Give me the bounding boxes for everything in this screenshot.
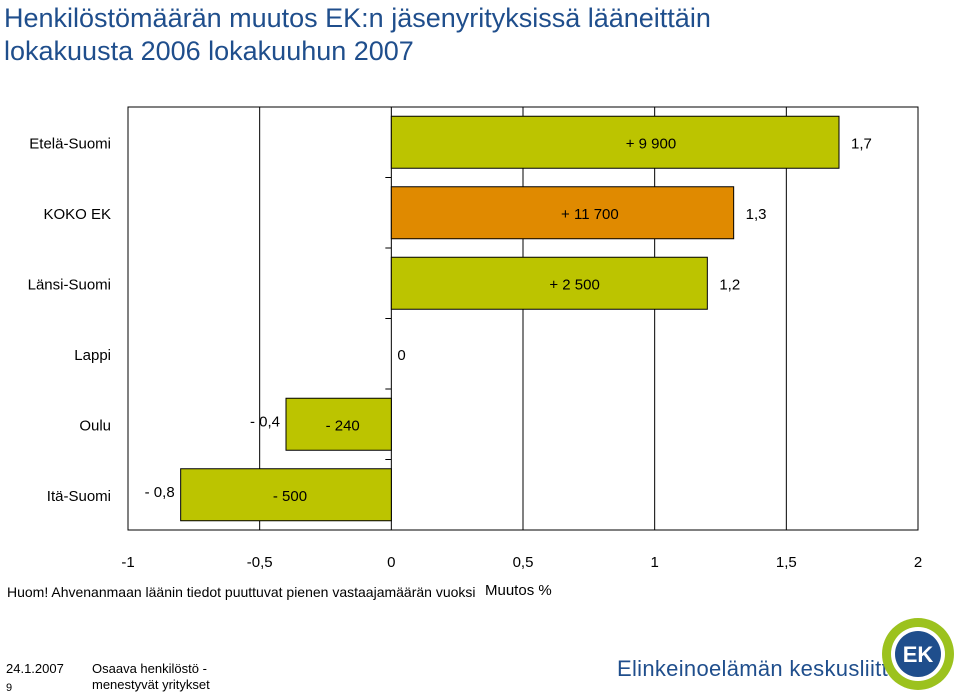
value-label: - 0,4	[250, 413, 280, 430]
category-label: Etelä-Suomi	[29, 135, 111, 152]
x-tick-label: 2	[914, 554, 922, 571]
bar	[285, 397, 392, 451]
category-label: Lappi	[74, 347, 111, 364]
change-label: + 2 500	[549, 276, 599, 293]
footer-date: 24.1.2007	[6, 661, 64, 676]
change-label: + 11 700	[561, 206, 619, 223]
bar	[390, 256, 708, 310]
value-label: 1,7	[851, 135, 872, 152]
logo-disc	[895, 631, 941, 677]
value-label: 0	[397, 347, 405, 364]
category-label: Länsi-Suomi	[28, 276, 111, 293]
x-tick-label: 1,5	[776, 554, 797, 571]
x-tick-label: 1	[650, 554, 658, 571]
title-line-1: Henkilöstömäärän muutos EK:n jäsenyrityk…	[4, 3, 711, 33]
x-axis-label: Muutos %	[485, 582, 552, 599]
x-tick-label: 0	[387, 554, 395, 571]
bar	[390, 186, 735, 240]
bar-chart: -1 -0,5 0 0,5 1 1,5 2 Etelä-Suomi + 9 900 1,7 KOKO…	[28, 106, 922, 571]
category-label: KOKO EK	[43, 206, 111, 223]
change-label: - 500	[273, 488, 307, 505]
x-tick-label: 0,5	[513, 554, 534, 571]
brand-name: Elinkeinoelämän keskusliitto	[617, 656, 901, 681]
bar	[390, 115, 840, 169]
change-label: + 9 900	[626, 135, 676, 152]
category-label: Oulu	[79, 417, 111, 434]
footnote: Huom! Ahvenanmaan läänin tiedot puuttuva…	[7, 584, 476, 600]
ek-logo: EK	[882, 618, 954, 690]
logo-text: EK	[903, 642, 934, 667]
value-label: 1,2	[719, 276, 740, 293]
x-tick-label: -1	[121, 554, 134, 571]
title-line-2: lokakuusta 2006 lokakuuhun 2007	[4, 36, 414, 66]
footer-text: Osaava henkilöstö - menestyvät yritykset	[92, 661, 210, 692]
value-label: 1,3	[746, 206, 767, 223]
change-label: - 240	[326, 417, 360, 434]
x-tick-label: -0,5	[247, 554, 273, 571]
bar	[180, 468, 392, 522]
category-label: Itä-Suomi	[47, 488, 111, 505]
value-label: - 0,8	[145, 484, 175, 501]
page-number: 9	[6, 682, 13, 694]
page-title: Henkilöstömäärän muutos EK:n jäsenyrityk…	[4, 2, 944, 68]
